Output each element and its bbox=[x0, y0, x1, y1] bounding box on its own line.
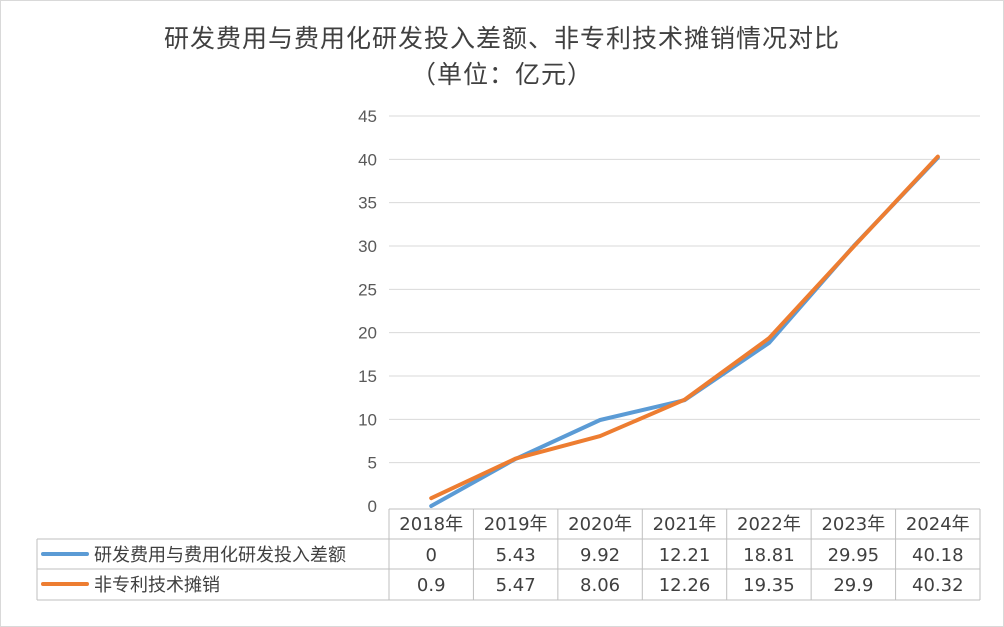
series-line-1 bbox=[429, 155, 940, 508]
data-table-value: 40.18 bbox=[912, 545, 964, 566]
y-tick-label: 5 bbox=[368, 454, 377, 473]
data-table-value: 12.21 bbox=[659, 545, 711, 566]
data-table-value: 19.35 bbox=[743, 575, 795, 596]
x-category-label: 2019年 bbox=[484, 514, 548, 535]
data-table-value: 12.26 bbox=[659, 575, 711, 596]
y-tick-label: 25 bbox=[358, 280, 377, 299]
data-table-value: 0.9 bbox=[417, 575, 446, 596]
x-category-label: 2024年 bbox=[906, 514, 970, 535]
y-tick-label: 35 bbox=[358, 194, 377, 213]
y-tick-label: 15 bbox=[358, 367, 377, 386]
y-tick-label: 10 bbox=[358, 410, 377, 429]
data-table-value: 8.06 bbox=[580, 575, 620, 596]
x-category-label: 2023年 bbox=[821, 514, 885, 535]
data-table-value: 5.43 bbox=[496, 545, 536, 566]
data-table-value: 29.9 bbox=[833, 575, 873, 596]
data-table-value: 40.32 bbox=[912, 575, 964, 596]
data-table-value: 5.47 bbox=[496, 575, 536, 596]
chart-subtitle: （单位：亿元） bbox=[410, 60, 593, 89]
chart-title: 研发费用与费用化研发投入差额、非专利技术摊销情况对比 bbox=[163, 24, 840, 53]
data-table-value: 18.81 bbox=[743, 545, 795, 566]
series-name-2: 非专利技术摊销 bbox=[94, 575, 220, 596]
y-tick-label: 45 bbox=[358, 107, 377, 126]
y-tick-label: 40 bbox=[358, 150, 377, 169]
x-category-label: 2018年 bbox=[399, 514, 463, 535]
series-name-1: 研发费用与费用化研发投入差额 bbox=[94, 545, 346, 566]
y-tick-label: 20 bbox=[358, 324, 377, 343]
x-category-label: 2020年 bbox=[568, 514, 632, 535]
data-table-value: 0 bbox=[425, 545, 436, 566]
series-line-2 bbox=[429, 154, 940, 501]
y-tick-label: 30 bbox=[358, 237, 377, 256]
data-table-value: 29.95 bbox=[828, 545, 880, 566]
x-category-label: 2022年 bbox=[737, 514, 801, 535]
data-table-value: 9.92 bbox=[580, 545, 620, 566]
y-tick-label: 0 bbox=[368, 497, 377, 516]
x-category-label: 2021年 bbox=[653, 514, 717, 535]
